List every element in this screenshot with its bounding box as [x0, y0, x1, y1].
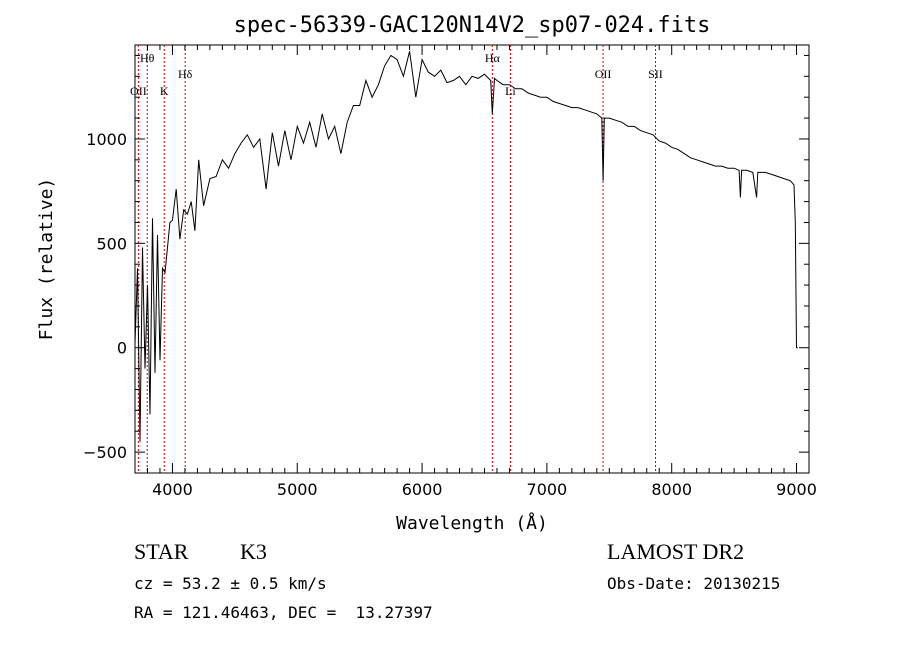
spectral-line-label-4: Hα — [485, 51, 501, 65]
x-tick-label-1: 5000 — [277, 480, 318, 499]
y-tick-label-0: −500 — [83, 443, 127, 462]
y-tick-label-2: 500 — [96, 234, 127, 253]
redshift-cz: cz = 53.2 ± 0.5 km/s — [134, 574, 327, 593]
survey-name: LAMOST DR2 — [607, 539, 745, 564]
coordinates: RA = 121.46463, DEC = 13.27397 — [134, 603, 433, 622]
y-tick-label-3: 1000 — [86, 130, 127, 149]
spectral-line-label-7: SII — [648, 67, 663, 81]
spectral-line-label-3: Hδ — [178, 67, 193, 81]
spectral-line-label-2: K — [160, 84, 169, 98]
x-axis-label: Wavelength (Å) — [396, 512, 548, 534]
object-type: STAR — [134, 539, 189, 564]
y-axis-label: Flux (relative) — [36, 178, 57, 341]
x-tick-label-3: 7000 — [527, 480, 568, 499]
spectral-line-label-6: OII — [595, 67, 612, 81]
x-tick-label-2: 6000 — [402, 480, 443, 499]
spectrum-line — [134, 51, 798, 442]
axis-ticks: 4000 5000 6000 7000 8000 9000 −500 0 500 1000 — [83, 45, 817, 499]
x-tick-label-0: 4000 — [152, 480, 193, 499]
spectral-line-label-0: Hθ — [140, 51, 155, 65]
spectral-line-label-1: OII — [130, 84, 147, 98]
chart-title: spec-56339-GAC120N14V2_sp07-024.fits — [234, 13, 711, 38]
spectral-line-label-5: Li — [505, 84, 516, 98]
spectral-line-markers: Hθ OII K Hδ Hα Li OII SII — [130, 45, 663, 473]
object-subclass: K3 — [240, 539, 267, 564]
x-tick-label-5: 9000 — [776, 480, 817, 499]
plot-frame — [134, 44, 810, 474]
x-tick-label-4: 8000 — [651, 480, 692, 499]
observation-date: Obs-Date: 20130215 — [607, 574, 781, 593]
y-tick-label-1: 0 — [117, 339, 127, 358]
